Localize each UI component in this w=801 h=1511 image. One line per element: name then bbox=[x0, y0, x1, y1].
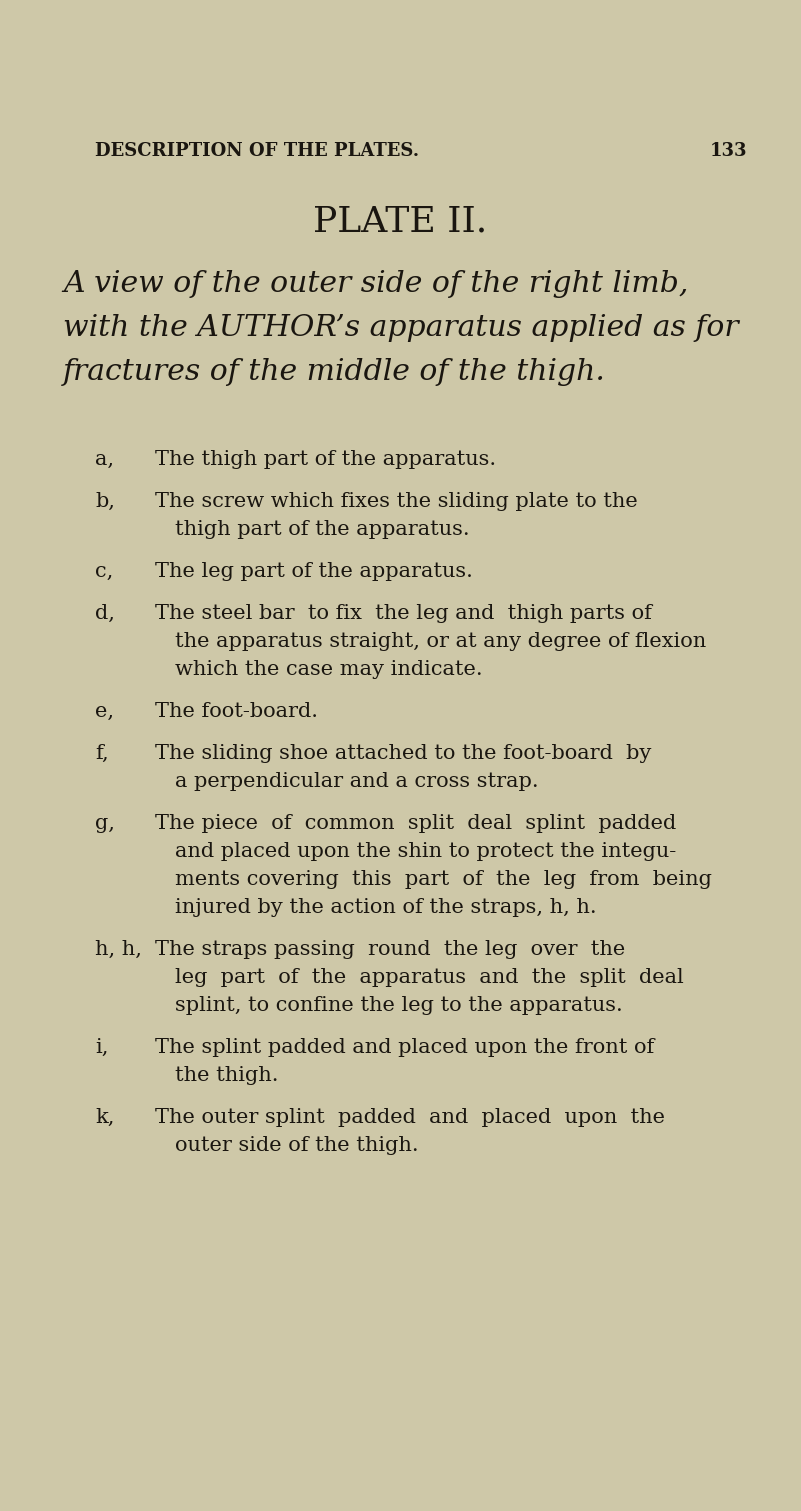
Text: PLATE II.: PLATE II. bbox=[313, 205, 487, 239]
Text: The piece  of  common  split  deal  splint  padded: The piece of common split deal splint pa… bbox=[155, 814, 676, 833]
Text: g,: g, bbox=[95, 814, 115, 833]
Text: c,: c, bbox=[95, 562, 113, 582]
Text: splint, to confine the leg to the apparatus.: splint, to confine the leg to the appara… bbox=[175, 996, 622, 1015]
Text: leg  part  of  the  apparatus  and  the  split  deal: leg part of the apparatus and the split … bbox=[175, 969, 684, 987]
Text: the thigh.: the thigh. bbox=[175, 1065, 279, 1085]
Text: d,: d, bbox=[95, 604, 115, 623]
Text: 133: 133 bbox=[710, 142, 747, 160]
Text: a perpendicular and a cross strap.: a perpendicular and a cross strap. bbox=[175, 772, 538, 790]
Text: e,: e, bbox=[95, 703, 114, 721]
Text: injured by the action of the straps, h, h.: injured by the action of the straps, h, … bbox=[175, 898, 597, 917]
Text: A view of the outer side of the right limb,: A view of the outer side of the right li… bbox=[63, 270, 688, 298]
Text: and placed upon the shin to protect the integu-: and placed upon the shin to protect the … bbox=[175, 842, 676, 861]
Text: f,: f, bbox=[95, 743, 109, 763]
Text: DESCRIPTION OF THE PLATES.: DESCRIPTION OF THE PLATES. bbox=[95, 142, 419, 160]
Text: outer side of the thigh.: outer side of the thigh. bbox=[175, 1136, 419, 1154]
Text: which the case may indicate.: which the case may indicate. bbox=[175, 660, 483, 678]
Text: thigh part of the apparatus.: thigh part of the apparatus. bbox=[175, 520, 469, 539]
Text: The sliding shoe attached to the foot-board  by: The sliding shoe attached to the foot-bo… bbox=[155, 743, 651, 763]
Text: the apparatus straight, or at any degree of flexion: the apparatus straight, or at any degree… bbox=[175, 632, 706, 651]
Text: The splint padded and placed upon the front of: The splint padded and placed upon the fr… bbox=[155, 1038, 654, 1058]
Text: The straps passing  round  the leg  over  the: The straps passing round the leg over th… bbox=[155, 940, 626, 959]
Text: b,: b, bbox=[95, 493, 115, 511]
Text: The leg part of the apparatus.: The leg part of the apparatus. bbox=[155, 562, 473, 582]
Text: The outer splint  padded  and  placed  upon  the: The outer splint padded and placed upon … bbox=[155, 1108, 665, 1127]
Text: k,: k, bbox=[95, 1108, 115, 1127]
Text: The steel bar  to fix  the leg and  thigh parts of: The steel bar to fix the leg and thigh p… bbox=[155, 604, 652, 623]
Text: The thigh part of the apparatus.: The thigh part of the apparatus. bbox=[155, 450, 496, 468]
Text: i,: i, bbox=[95, 1038, 108, 1058]
Text: The screw which fixes the sliding plate to the: The screw which fixes the sliding plate … bbox=[155, 493, 638, 511]
Text: fractures of the middle of the thigh.: fractures of the middle of the thigh. bbox=[63, 358, 606, 385]
Text: h, h,: h, h, bbox=[95, 940, 142, 959]
Text: ments covering  this  part  of  the  leg  from  being: ments covering this part of the leg from… bbox=[175, 870, 712, 888]
Text: with the AUTHOR’s apparatus applied as for: with the AUTHOR’s apparatus applied as f… bbox=[63, 314, 739, 341]
Text: a,: a, bbox=[95, 450, 114, 468]
Text: The foot-board.: The foot-board. bbox=[155, 703, 318, 721]
